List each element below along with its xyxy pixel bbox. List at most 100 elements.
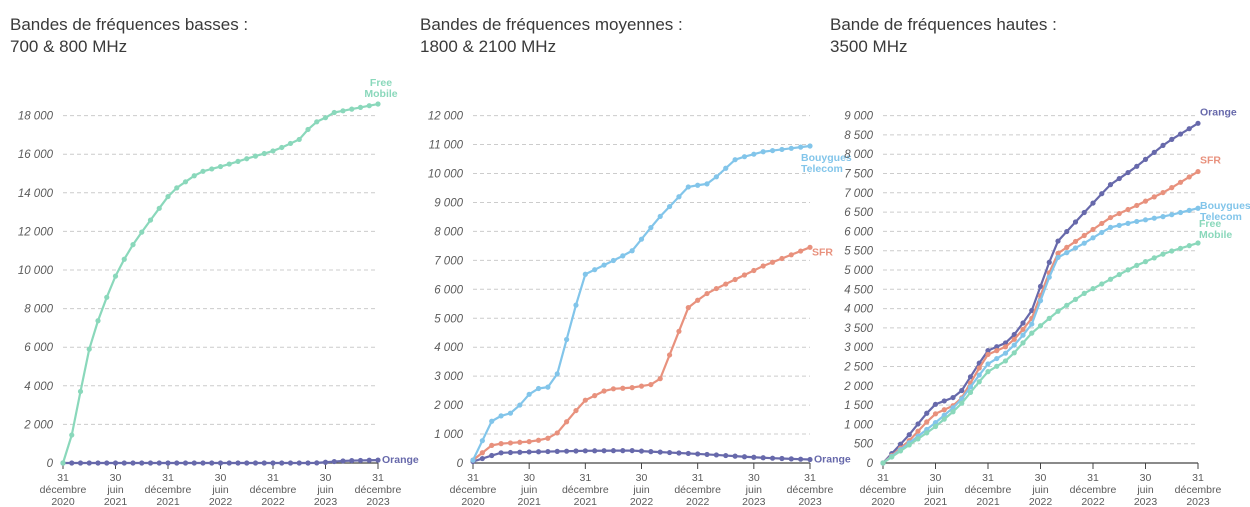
svg-text:14 000: 14 000	[18, 188, 54, 200]
svg-text:0: 0	[867, 458, 874, 470]
svg-text:8 500: 8 500	[844, 130, 873, 142]
svg-text:juin: juin	[520, 484, 538, 496]
svg-text:30: 30	[930, 472, 942, 484]
svg-text:juin: juin	[316, 484, 334, 496]
svg-text:2 500: 2 500	[843, 362, 873, 374]
svg-text:décembre: décembre	[450, 484, 497, 496]
svg-text:décembre: décembre	[355, 484, 402, 496]
svg-text:0: 0	[457, 458, 464, 470]
svg-text:2023: 2023	[1134, 496, 1158, 507]
svg-text:juin: juin	[926, 484, 944, 496]
svg-text:2021: 2021	[156, 496, 180, 507]
svg-text:10 000: 10 000	[18, 265, 54, 277]
svg-text:2021: 2021	[924, 496, 948, 507]
svg-text:SFR: SFR	[1200, 155, 1221, 167]
svg-text:31: 31	[692, 472, 704, 484]
svg-text:2021: 2021	[517, 496, 541, 507]
svg-text:9 000: 9 000	[434, 197, 463, 209]
svg-text:2023: 2023	[314, 496, 338, 507]
svg-text:30: 30	[523, 472, 535, 484]
svg-text:décembre: décembre	[145, 484, 192, 496]
svg-text:5 500: 5 500	[844, 246, 873, 258]
svg-text:31: 31	[579, 472, 591, 484]
svg-text:8 000: 8 000	[844, 149, 873, 161]
svg-text:12 000: 12 000	[428, 111, 464, 123]
svg-text:2022: 2022	[1029, 496, 1053, 507]
svg-text:juin: juin	[745, 484, 763, 496]
svg-text:30: 30	[110, 472, 122, 484]
svg-text:Orange: Orange	[382, 454, 419, 466]
svg-text:2022: 2022	[261, 496, 285, 507]
svg-text:6 000: 6 000	[24, 342, 53, 354]
svg-text:décembre: décembre	[1175, 484, 1222, 496]
svg-text:2022: 2022	[686, 496, 710, 507]
svg-text:2 000: 2 000	[433, 400, 463, 412]
svg-text:2023: 2023	[742, 496, 766, 507]
svg-text:2022: 2022	[630, 496, 654, 507]
svg-text:Orange: Orange	[1200, 106, 1237, 118]
svg-text:11 000: 11 000	[429, 140, 464, 152]
svg-text:juin: juin	[1031, 484, 1049, 496]
svg-text:6 000: 6 000	[844, 226, 873, 238]
svg-text:9 000: 9 000	[844, 111, 873, 123]
svg-text:4 000: 4 000	[844, 304, 873, 316]
svg-text:juin: juin	[211, 484, 229, 496]
svg-text:4 000: 4 000	[24, 381, 53, 393]
svg-text:décembre: décembre	[40, 484, 87, 496]
svg-text:7 000: 7 000	[434, 255, 463, 267]
svg-text:7 000: 7 000	[844, 188, 873, 200]
svg-text:2022: 2022	[209, 496, 233, 507]
svg-text:30: 30	[320, 472, 332, 484]
svg-text:2021: 2021	[574, 496, 598, 507]
svg-text:juin: juin	[1136, 484, 1154, 496]
svg-text:1 000: 1 000	[434, 429, 463, 441]
svg-text:3 500: 3 500	[844, 323, 873, 335]
svg-text:31: 31	[1192, 472, 1204, 484]
svg-text:décembre: décembre	[965, 484, 1012, 496]
svg-text:31: 31	[372, 472, 384, 484]
svg-text:6 500: 6 500	[844, 207, 873, 219]
svg-text:500: 500	[854, 439, 874, 451]
svg-text:12 000: 12 000	[18, 226, 54, 238]
svg-text:2020: 2020	[51, 496, 75, 507]
svg-text:6 000: 6 000	[434, 284, 463, 296]
svg-text:7 500: 7 500	[844, 169, 873, 181]
svg-text:2023: 2023	[798, 496, 822, 507]
svg-text:décembre: décembre	[674, 484, 721, 496]
svg-text:2021: 2021	[976, 496, 1000, 507]
svg-text:30: 30	[215, 472, 227, 484]
svg-text:30: 30	[1140, 472, 1152, 484]
svg-text:juin: juin	[632, 484, 650, 496]
svg-text:31: 31	[1087, 472, 1099, 484]
svg-text:décembre: décembre	[250, 484, 297, 496]
svg-text:3 000: 3 000	[434, 371, 463, 383]
svg-text:30: 30	[1035, 472, 1047, 484]
svg-text:31: 31	[267, 472, 279, 484]
svg-text:2022: 2022	[1081, 496, 1105, 507]
svg-text:1 500: 1 500	[844, 400, 873, 412]
svg-text:décembre: décembre	[562, 484, 609, 496]
svg-text:4 500: 4 500	[844, 284, 873, 296]
svg-text:1 000: 1 000	[844, 419, 873, 431]
svg-text:0: 0	[47, 458, 54, 470]
svg-text:2023: 2023	[1186, 496, 1210, 507]
svg-text:2023: 2023	[366, 496, 390, 507]
svg-text:16 000: 16 000	[18, 149, 54, 161]
svg-text:18 000: 18 000	[18, 111, 54, 123]
svg-text:30: 30	[748, 472, 760, 484]
svg-text:5 000: 5 000	[434, 313, 463, 325]
svg-text:2020: 2020	[461, 496, 485, 507]
svg-text:10 000: 10 000	[428, 169, 464, 181]
svg-text:décembre: décembre	[1070, 484, 1117, 496]
svg-text:8 000: 8 000	[24, 304, 53, 316]
svg-text:31: 31	[877, 472, 889, 484]
svg-text:décembre: décembre	[787, 484, 834, 496]
svg-text:décembre: décembre	[860, 484, 907, 496]
svg-text:5 000: 5 000	[844, 265, 873, 277]
svg-text:31: 31	[467, 472, 479, 484]
svg-text:4 000: 4 000	[434, 342, 463, 354]
svg-text:2021: 2021	[104, 496, 128, 507]
svg-text:2 000: 2 000	[23, 419, 53, 431]
svg-text:juin: juin	[106, 484, 124, 496]
svg-text:31: 31	[57, 472, 69, 484]
